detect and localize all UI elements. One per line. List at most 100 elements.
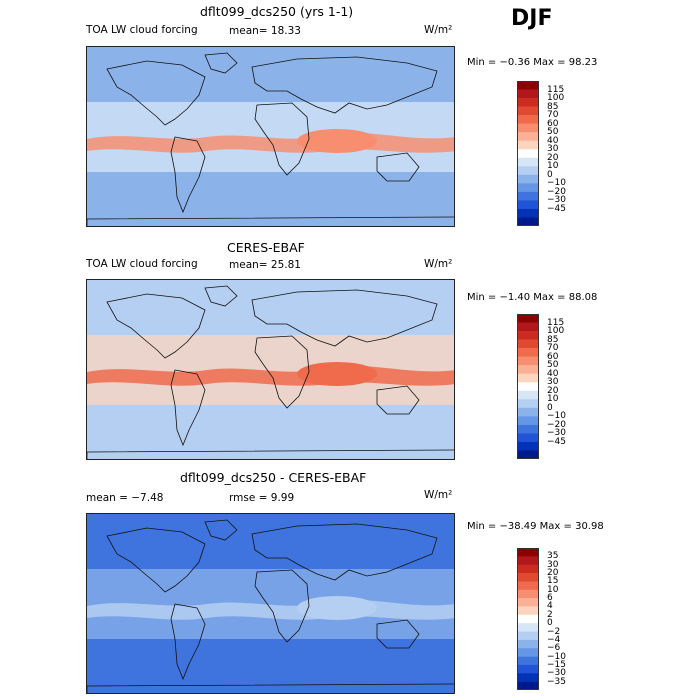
colorbar-tick-label: −30	[547, 195, 566, 206]
panel-2-mean-label: mean= 25.81	[229, 259, 301, 271]
colorbar-tick-label: −10	[547, 178, 566, 189]
coastline	[170, 136, 206, 214]
colorbar-tick-label: 50	[547, 127, 559, 138]
colorbar-swatch	[517, 89, 539, 99]
colorbar-swatch	[517, 348, 539, 357]
colorbar-swatch	[517, 314, 539, 323]
coastline	[204, 519, 238, 541]
colorbar-swatch	[517, 631, 539, 641]
colorbar-swatch	[517, 573, 539, 582]
coastline	[251, 289, 438, 347]
colorbar-tick-label: −45	[547, 203, 566, 214]
colorbar-swatch	[517, 673, 539, 682]
colorbar-tick-label: 20	[547, 385, 559, 396]
panel-2-map	[86, 279, 455, 460]
panel-3-minmax: Min = −38.49 Max = 30.98	[467, 521, 604, 532]
colorbar-swatch	[517, 548, 539, 557]
colorbar-tick-label: 10	[547, 584, 559, 595]
panel-2-units: W/m²	[424, 258, 453, 270]
coastline	[170, 369, 206, 447]
colorbar-tick-label: 6	[547, 593, 553, 604]
colorbar-swatch	[517, 174, 539, 184]
colorbar-tick-label: 0	[547, 169, 553, 180]
colorbar-swatch	[517, 664, 539, 674]
colorbar-tick-label: 0	[547, 618, 553, 629]
coastline	[106, 60, 206, 126]
colorbar-tick-label: 85	[547, 334, 559, 345]
colorbar-swatch	[517, 106, 539, 116]
panel-1-colorbar	[517, 81, 539, 226]
colorbar-tick-label: −35	[547, 676, 566, 687]
colorbar-swatch	[517, 407, 539, 417]
colorbar-tick-label: −15	[547, 659, 566, 670]
colorbar-swatch	[517, 157, 539, 167]
colorbar-tick-label: −10	[547, 411, 566, 422]
panel-2-title: CERES-EBAF	[227, 240, 305, 255]
coastline	[204, 285, 238, 307]
colorbar-tick-label: 115	[547, 84, 565, 95]
colorbar-tick-label: −2	[547, 626, 561, 637]
panel-1-map	[86, 46, 455, 227]
panel-3-colorbar	[517, 548, 539, 690]
colorbar-swatch	[517, 681, 539, 690]
coastline	[87, 216, 454, 226]
colorbar-swatch	[517, 639, 539, 649]
panel-1-minmax: Min = −0.36 Max = 98.23	[467, 57, 598, 68]
colorbar-tick-label: 0	[547, 402, 553, 413]
colorbar-swatch	[517, 373, 539, 383]
colorbar-swatch	[517, 208, 539, 218]
warm-pool-feature	[297, 596, 377, 620]
coastline	[254, 102, 310, 176]
colorbar-tick-label: 10	[547, 161, 559, 172]
colorbar-swatch	[517, 424, 539, 434]
panel-1-variable-label: TOA LW cloud forcing	[86, 24, 198, 36]
colorbar-tick-label: −20	[547, 419, 566, 430]
coastline	[170, 603, 206, 681]
colorbar-tick-label: 10	[547, 394, 559, 405]
panel-2-variable-label: TOA LW cloud forcing	[86, 258, 198, 270]
coastline	[254, 335, 310, 409]
colorbar-tick-label: 15	[547, 576, 559, 587]
panel-3-rmse-label: rmse = 9.99	[229, 492, 295, 504]
colorbar-swatch	[517, 356, 539, 366]
colorbar-swatch	[517, 648, 539, 657]
colorbar-swatch	[517, 416, 539, 426]
colorbar-tick-label: 35	[547, 551, 559, 562]
panel-3-title: dflt099_dcs250 - CERES-EBAF	[180, 470, 367, 485]
colorbar-swatch	[517, 450, 539, 459]
warm-pool-feature	[297, 129, 377, 153]
coastline	[254, 569, 310, 643]
colorbar-tick-label: −6	[547, 643, 561, 654]
coastline	[251, 56, 438, 114]
colorbar-swatch	[517, 581, 539, 591]
panel-3-units: W/m²	[424, 489, 453, 501]
colorbar-swatch	[517, 589, 539, 599]
coastline	[251, 523, 438, 581]
colorbar-tick-label: 50	[547, 360, 559, 371]
colorbar-tick-label: −10	[547, 651, 566, 662]
colorbar-swatch	[517, 81, 539, 90]
colorbar-tick-label: 4	[547, 601, 553, 612]
colorbar-tick-label: 60	[547, 118, 559, 129]
colorbar-tick-label: 30	[547, 377, 559, 388]
colorbar-tick-label: 40	[547, 368, 559, 379]
colorbar-tick-label: 70	[547, 343, 559, 354]
colorbar-swatch	[517, 441, 539, 451]
panel-2-minmax: Min = −1.40 Max = 88.08	[467, 292, 598, 303]
colorbar-tick-label: 30	[547, 144, 559, 155]
colorbar-swatch	[517, 656, 539, 666]
colorbar-swatch	[517, 115, 539, 124]
colorbar-swatch	[517, 191, 539, 201]
colorbar-swatch	[517, 606, 539, 616]
colorbar-tick-label: −20	[547, 186, 566, 197]
colorbar-tick-label: 20	[547, 152, 559, 163]
season-label: DJF	[511, 6, 553, 31]
colorbar-swatch	[517, 322, 539, 332]
colorbar-frame	[517, 81, 539, 226]
colorbar-swatch	[517, 166, 539, 176]
colorbar-swatch	[517, 382, 539, 392]
coastline	[106, 293, 206, 359]
colorbar-swatch	[517, 556, 539, 565]
colorbar-tick-label: 60	[547, 351, 559, 362]
coastline	[204, 52, 238, 74]
